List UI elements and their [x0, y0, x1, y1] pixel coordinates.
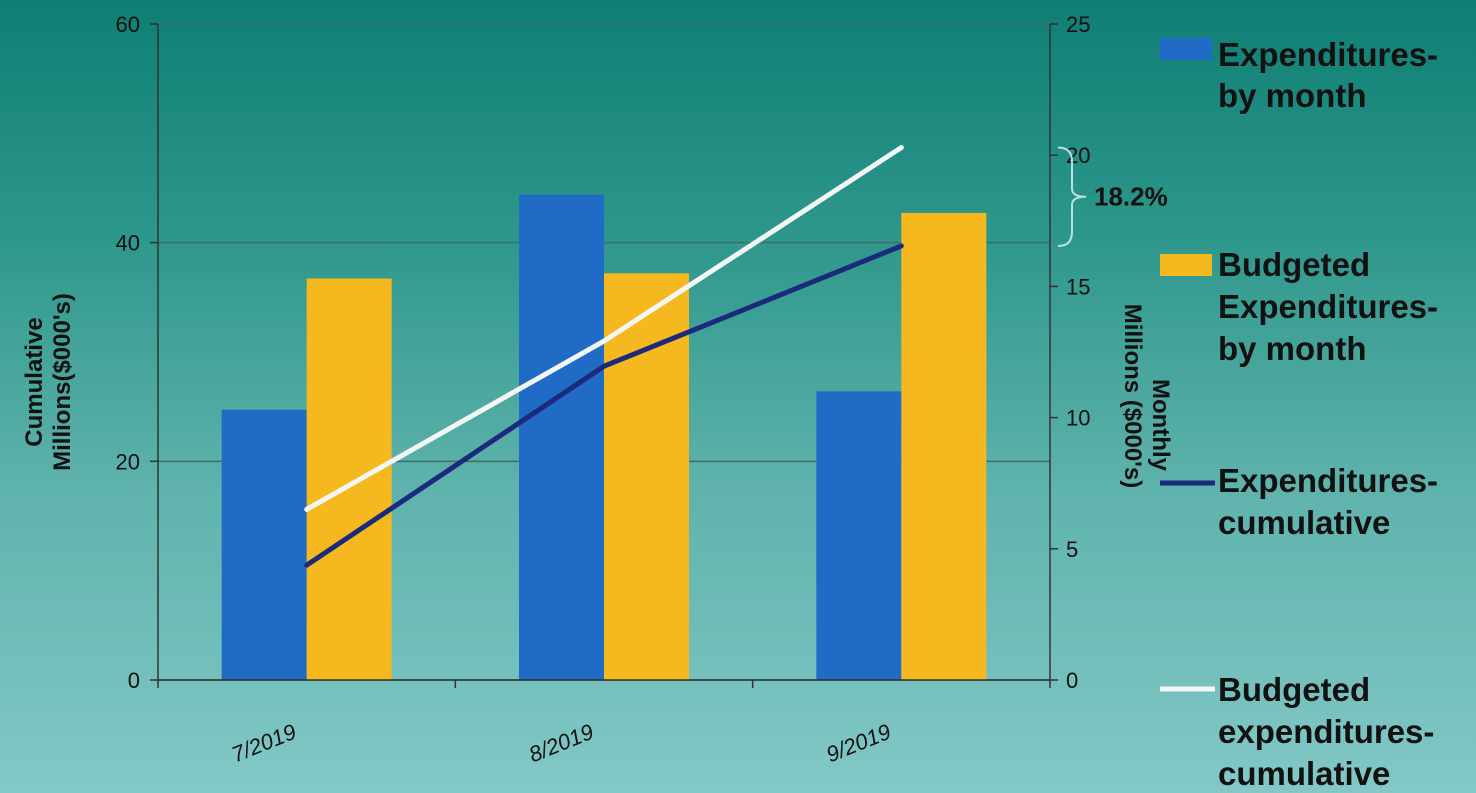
- right-tick-label: 15: [1066, 274, 1090, 299]
- bar-series0-2: [816, 391, 902, 680]
- bar-series0-0: [221, 409, 307, 680]
- annotation-label: 18.2%: [1094, 182, 1168, 212]
- x-tick-label: 8/2019: [525, 719, 597, 767]
- legend-label-expenditures-cumulative-line1: Expenditures-: [1218, 462, 1438, 499]
- bar-series1-2: [901, 212, 987, 681]
- right-axis-title-line1: Monthly: [1147, 379, 1174, 472]
- right-tick-label: 10: [1066, 406, 1090, 431]
- right-tick-label: 25: [1066, 12, 1090, 37]
- bar-series-group: [221, 194, 987, 681]
- x-tick-label: 9/2019: [823, 719, 895, 767]
- line-series2: [304, 243, 904, 568]
- left-axis-title-line1: Cumulative: [21, 317, 48, 446]
- legend: Expenditures- by month Budgeted Expendit…: [1160, 36, 1438, 792]
- right-tick-label: 20: [1066, 143, 1090, 168]
- right-tick-label: 5: [1066, 537, 1078, 562]
- legend-label-budgeted-by-month-line1: Budgeted: [1218, 246, 1370, 283]
- annotation-brace: [1057, 146, 1087, 247]
- legend-label-budgeted-by-month-line3: by month: [1218, 330, 1366, 367]
- legend-label-budgeted-cumulative-line3: cumulative: [1218, 755, 1390, 792]
- legend-label-budgeted-cumulative-line2: expenditures-: [1218, 713, 1434, 750]
- legend-label-budgeted-cumulative-line1: Budgeted: [1218, 671, 1370, 708]
- right-tick-label: 0: [1066, 668, 1078, 693]
- bar-series1-0: [306, 278, 392, 680]
- line-series-group: [304, 145, 904, 568]
- bar-series0-1: [519, 194, 604, 680]
- left-tick-label: 40: [116, 231, 140, 256]
- annotation-group: 18.2%: [1057, 146, 1168, 247]
- right-axis-title-line2: Millions ($000's): [1119, 304, 1146, 488]
- legend-label-budgeted-by-month-line2: Expenditures-: [1218, 288, 1438, 325]
- legend-label-expenditures-by-month-line2: by month: [1218, 77, 1366, 114]
- left-tick-label: 20: [116, 449, 140, 474]
- left-tick-label: 0: [128, 668, 140, 693]
- left-tick-label: 60: [116, 12, 140, 37]
- line-series3: [304, 145, 904, 512]
- left-axis-title-line2: Millions($000's): [49, 293, 76, 471]
- bar-series1-1: [604, 273, 689, 680]
- x-tick-label: 7/2019: [228, 719, 300, 767]
- legend-label-expenditures-cumulative-line2: cumulative: [1218, 504, 1390, 541]
- legend-swatch-expenditures-by-month: [1160, 38, 1212, 60]
- legend-label-expenditures-by-month-line1: Expenditures-: [1218, 36, 1438, 73]
- legend-swatch-budgeted-by-month: [1160, 254, 1212, 276]
